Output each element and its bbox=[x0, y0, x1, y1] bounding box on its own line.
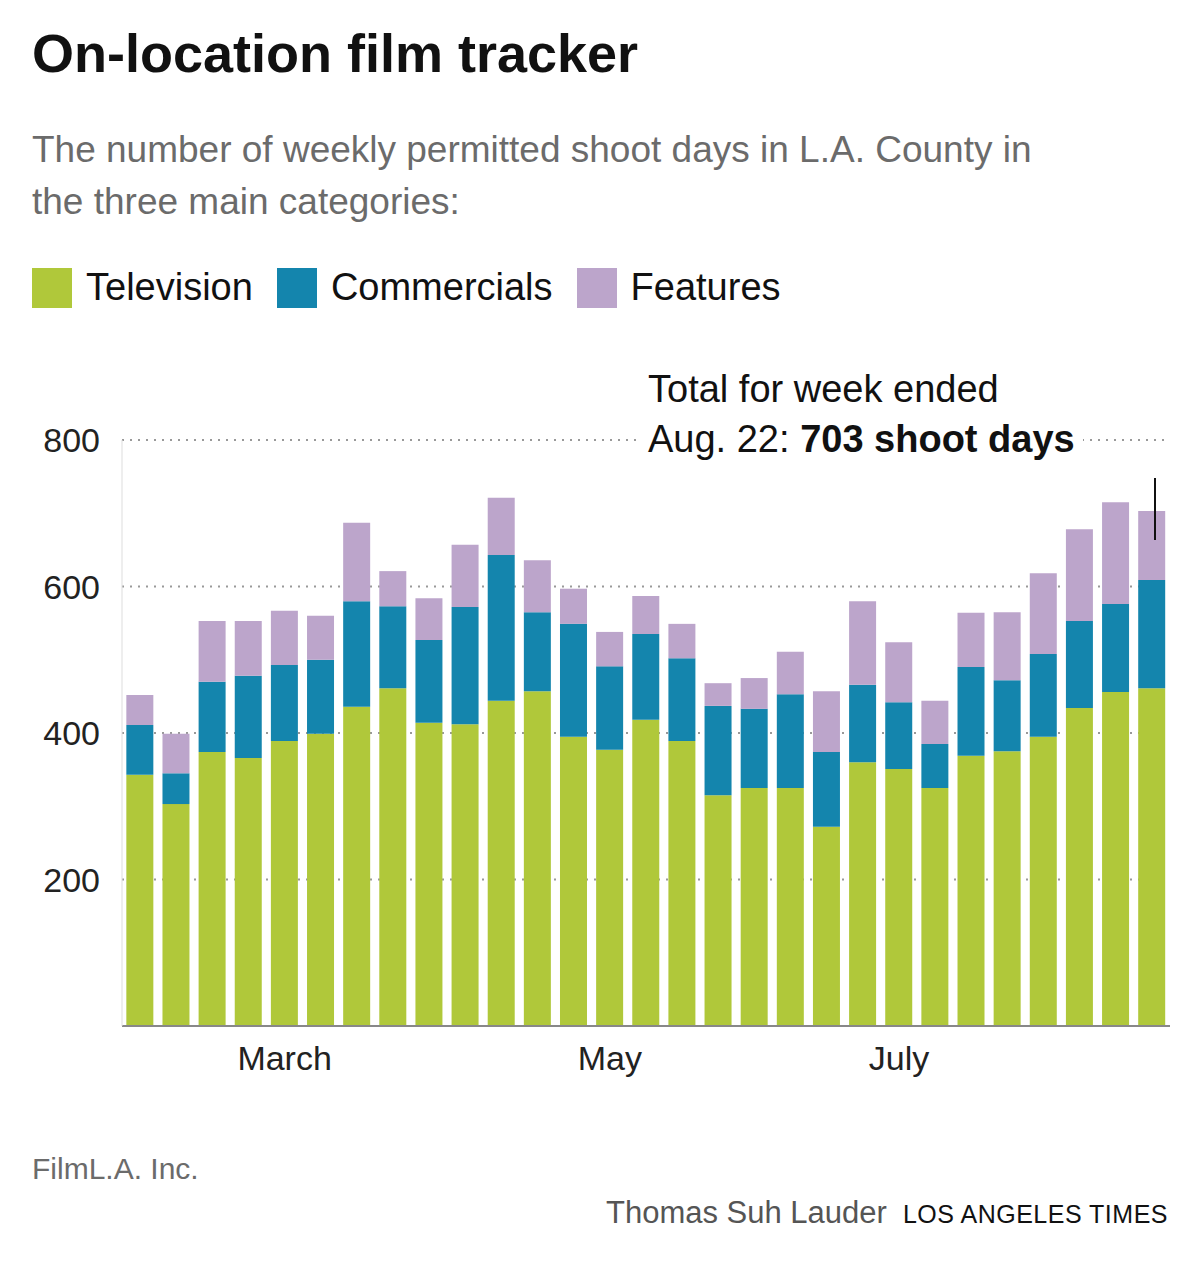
svg-text:May: May bbox=[578, 1039, 642, 1077]
html-text:Television: Television bbox=[86, 266, 253, 308]
html-text:Aug. 22: 703 shoot days: Aug. 22: 703 shoot days bbox=[648, 418, 1075, 460]
svg-text:200: 200 bbox=[43, 861, 100, 899]
html-text:On-location film tracker: On-location film tracker bbox=[32, 23, 639, 83]
svg-text:400: 400 bbox=[43, 714, 100, 752]
svg-text:March: March bbox=[237, 1039, 331, 1077]
html-text:Commercials: Commercials bbox=[330, 266, 553, 308]
html-text:FilmL.A. Inc.: FilmL.A. Inc. bbox=[32, 1152, 199, 1185]
html-text:Features: Features bbox=[630, 266, 781, 308]
svg-text:800: 800 bbox=[43, 421, 100, 459]
html-text:The number of weekly permitted: The number of weekly permitted shoot day… bbox=[32, 129, 1032, 222]
html-text:Total for week ended: Total for week ended bbox=[648, 368, 999, 410]
svg-text:600: 600 bbox=[43, 568, 100, 606]
html-text:LOS ANGELES TIMES: LOS ANGELES TIMES bbox=[902, 1200, 1168, 1228]
svg-text:July: July bbox=[869, 1039, 929, 1077]
html-text:Thomas Suh Lauder: Thomas Suh Lauder bbox=[606, 1195, 887, 1230]
